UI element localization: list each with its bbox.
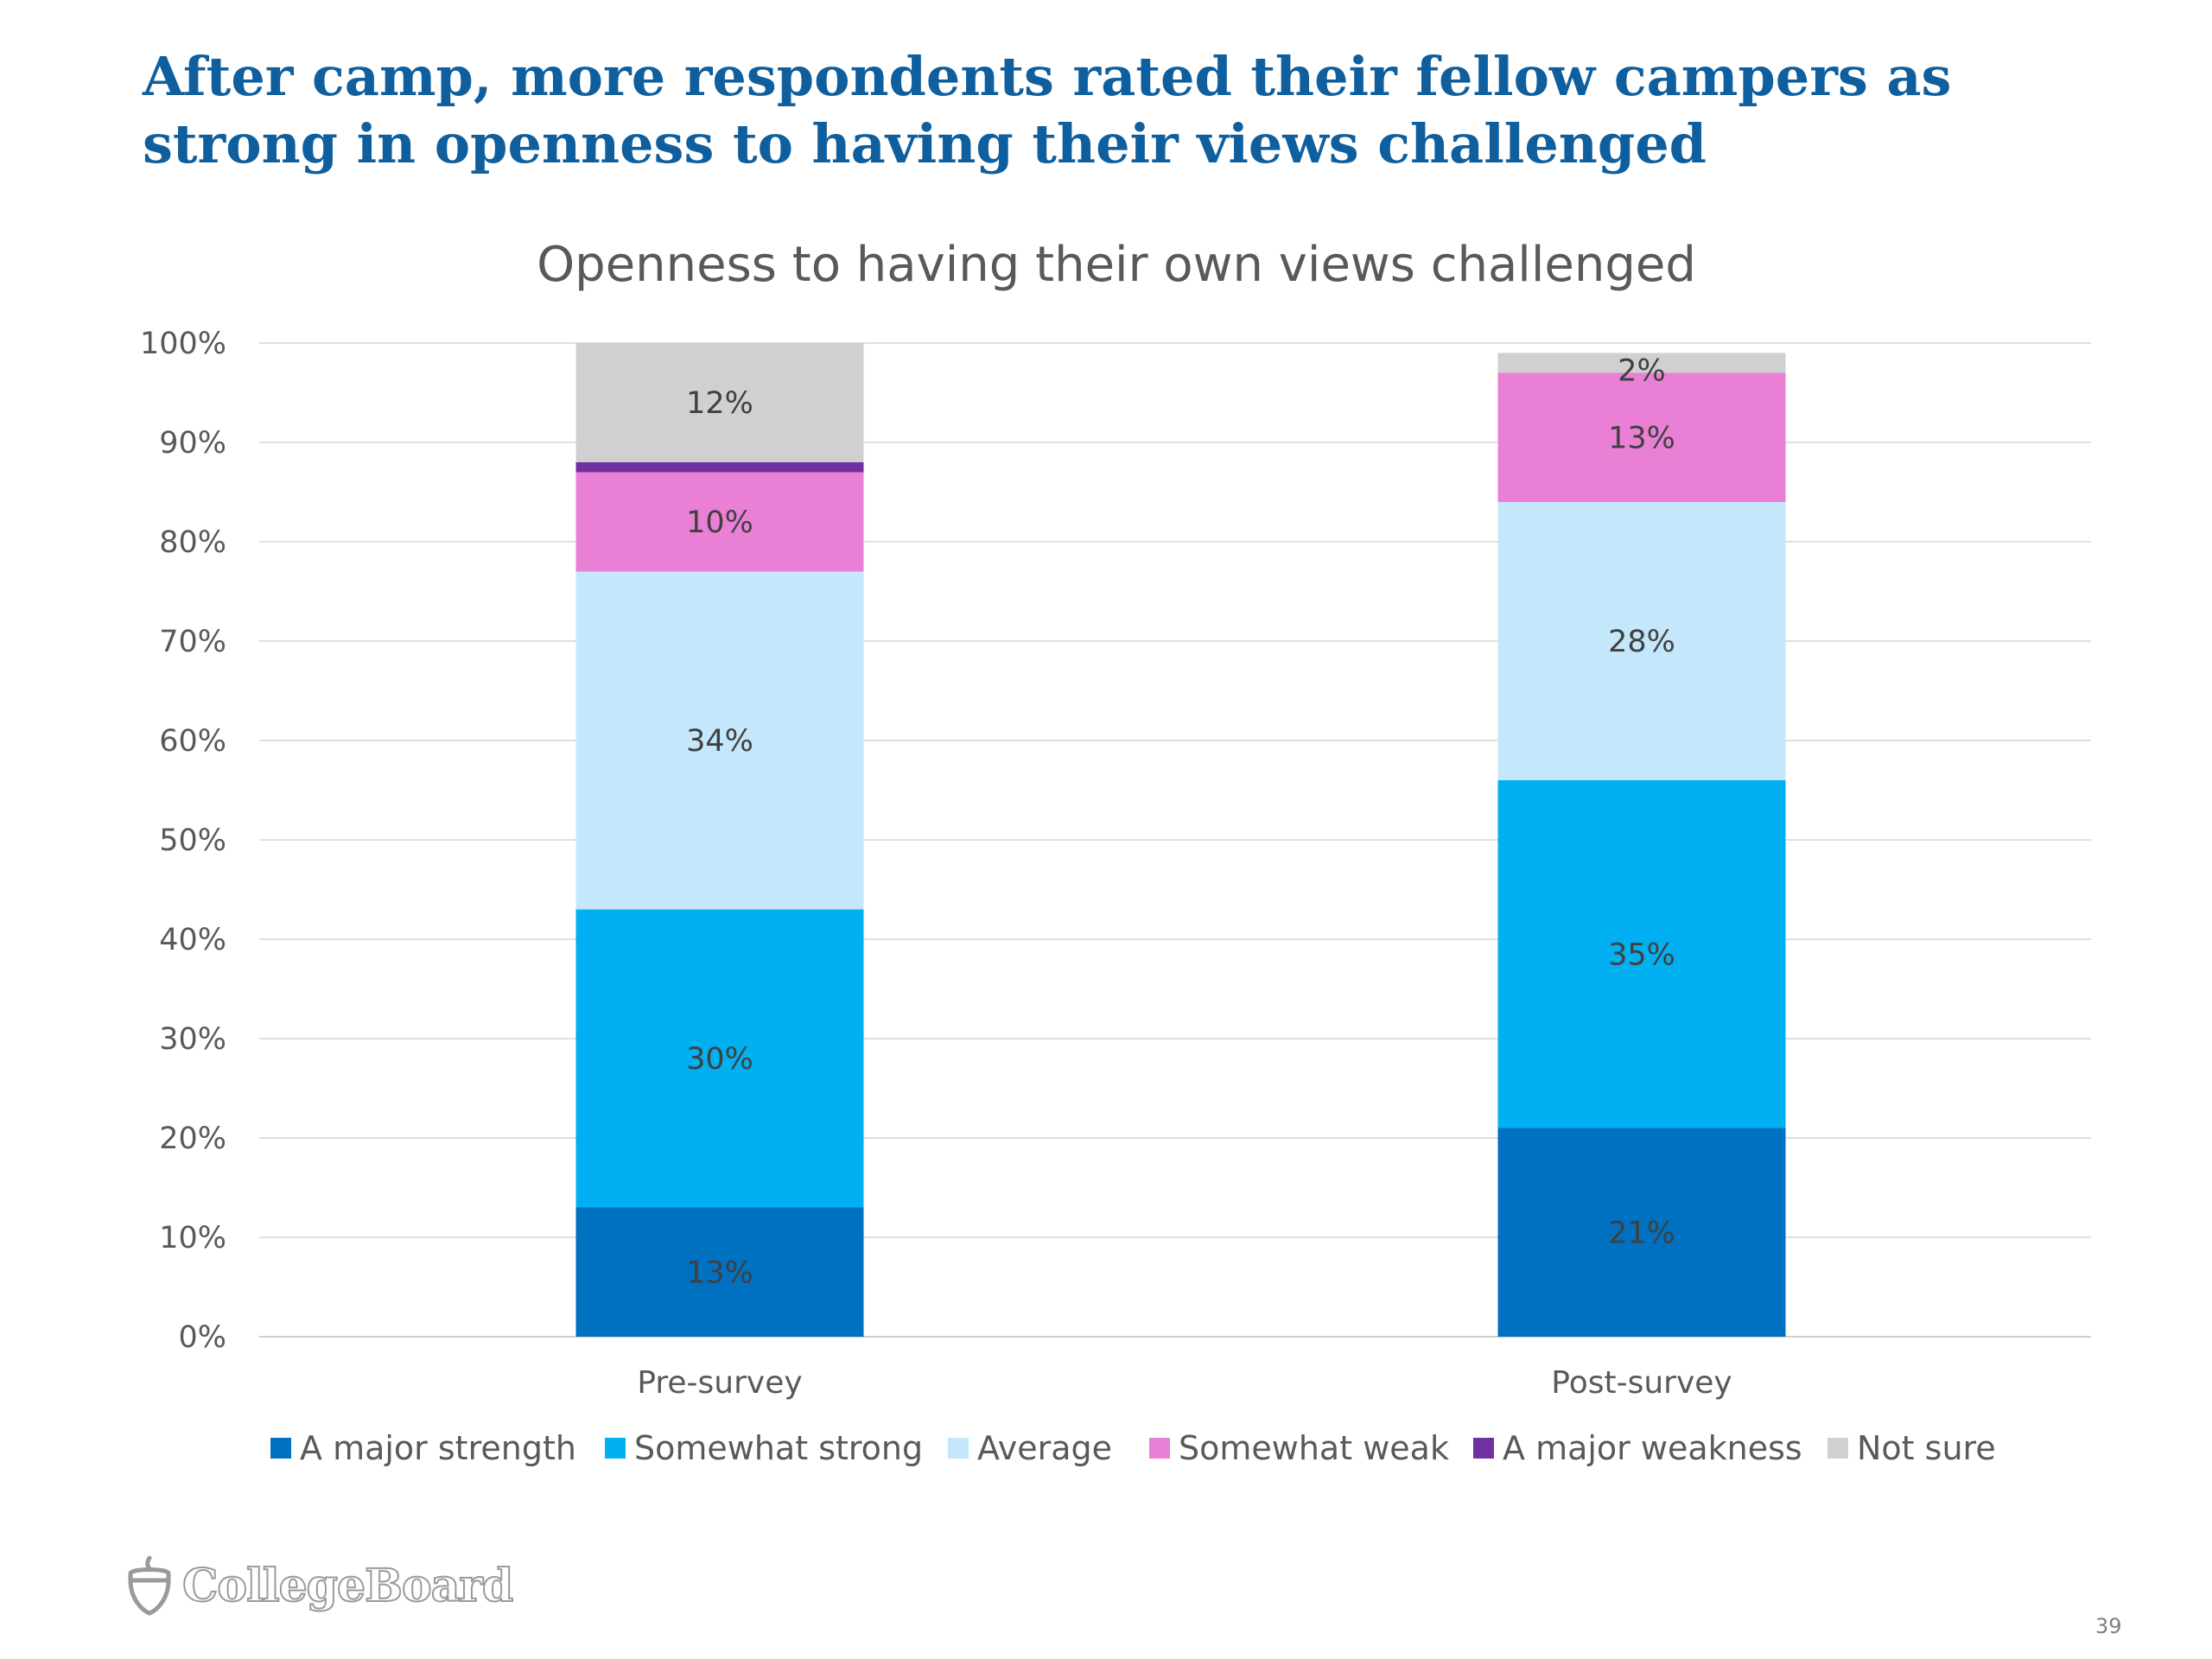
bars <box>575 343 1786 1337</box>
legend-swatch <box>1827 1438 1848 1459</box>
y-tick-label: 20% <box>159 1122 226 1156</box>
bar-segment <box>575 343 864 462</box>
gridlines <box>259 342 2091 1338</box>
data-label: 34% <box>686 724 753 759</box>
data-label: 35% <box>1608 938 1675 972</box>
bar-segment <box>575 462 864 473</box>
bar-segment <box>1497 780 1786 1128</box>
x-category-label: Pre-survey <box>637 1365 802 1401</box>
legend-swatch <box>1149 1438 1170 1459</box>
y-tick-label: 30% <box>159 1022 226 1057</box>
legend-entry: A major weakness <box>1503 1429 1802 1467</box>
legend-entry: A major strength <box>300 1429 576 1467</box>
bar-segment <box>575 1207 864 1337</box>
data-label: 13% <box>1608 421 1675 455</box>
y-tick-label: 50% <box>159 823 226 858</box>
legend-entry: Somewhat weak <box>1179 1429 1449 1467</box>
legend-entry: Not sure <box>1857 1429 1996 1467</box>
bar-segment <box>575 571 864 910</box>
page-number: 39 <box>2095 1614 2122 1638</box>
data-label: 12% <box>686 386 753 421</box>
y-tick-label: 0% <box>178 1320 226 1355</box>
bar-segment <box>575 472 864 572</box>
y-tick-label: 90% <box>159 426 226 461</box>
data-label: 2% <box>1618 354 1666 389</box>
y-tick-label: 10% <box>159 1221 226 1255</box>
legend-swatch <box>270 1438 291 1459</box>
y-axis-ticks: 0% 10% 20% 30% 40% 50% 60% 70% 80% 90% 100% <box>140 327 226 1355</box>
legend: A major strength Somewhat strong Average So… <box>270 1429 1996 1467</box>
data-labels: 13% 30% 34% 10% 12% 21% 35% 28% 13% 2% <box>686 354 1675 1291</box>
legend-swatch <box>1473 1438 1494 1459</box>
data-label: 30% <box>686 1042 753 1077</box>
chart-title: Openness to having their own views chall… <box>537 237 1696 293</box>
bar-segment <box>1497 1128 1786 1337</box>
legend-entry: Somewhat strong <box>634 1429 923 1467</box>
legend-swatch <box>605 1438 626 1459</box>
legend-entry: Average <box>977 1429 1112 1467</box>
x-category-label: Post-survey <box>1551 1365 1732 1401</box>
y-tick-label: 40% <box>159 923 226 957</box>
bar-segment <box>1497 372 1786 502</box>
y-tick-label: 60% <box>159 724 226 759</box>
bar-segment <box>1497 502 1786 780</box>
data-label: 13% <box>686 1255 753 1290</box>
x-axis-categories: Pre-survey Post-survey <box>637 1365 1732 1401</box>
collegeboard-logo: CollegeBoard <box>125 1551 514 1620</box>
data-label: 21% <box>1608 1216 1675 1250</box>
data-label: 28% <box>1608 625 1675 659</box>
bar-segment <box>575 909 864 1208</box>
data-label: 10% <box>686 505 753 540</box>
logo-text: CollegeBoard <box>181 1559 514 1613</box>
y-tick-label: 100% <box>140 327 226 361</box>
y-tick-label: 80% <box>159 525 226 560</box>
legend-swatch <box>948 1438 969 1459</box>
y-tick-label: 70% <box>159 625 226 659</box>
acorn-icon <box>128 1555 171 1616</box>
slide-title: After camp, more respondents rated their… <box>143 45 1952 175</box>
bar-segment <box>1497 353 1786 373</box>
